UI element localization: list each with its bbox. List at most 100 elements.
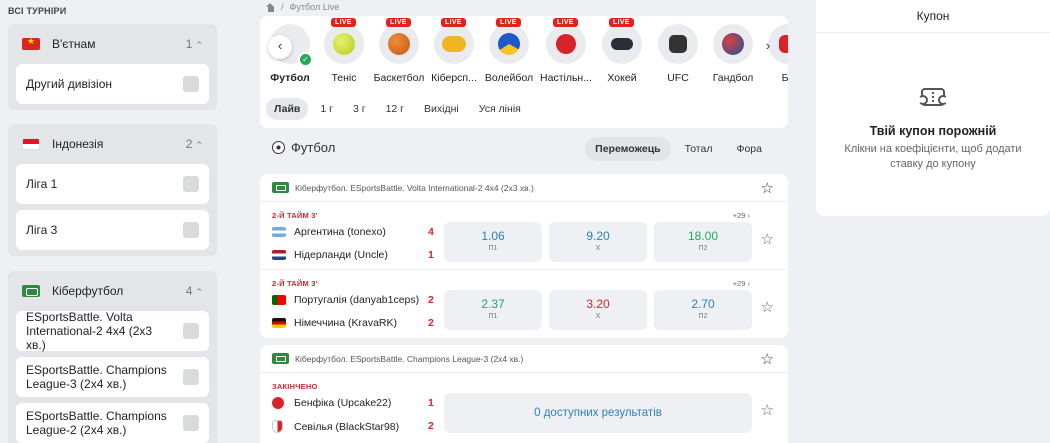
match-period: 2-Й ТАЙМ 3': [272, 211, 318, 220]
tournament-item[interactable]: Ліга 1: [16, 164, 209, 204]
away-score: 1: [428, 249, 434, 261]
check-icon: ✓: [298, 52, 313, 67]
divider: [816, 32, 1050, 33]
sport-hockey[interactable]: LIVE Хокей: [594, 18, 650, 84]
table-tennis-icon: [556, 34, 576, 54]
bet-coupon-panel: Купон Твій купон порожній Клікни на коеф…: [816, 0, 1050, 216]
sport-volleyball[interactable]: LIVE Волейбол: [484, 18, 534, 84]
sport-handball[interactable]: Гандбол: [705, 24, 761, 84]
away-team: Німеччина (KravaRK): [272, 317, 397, 329]
sports-filter-card: LIVE✓ Футбол LIVE Теніс LIVE Баскетбол L…: [260, 16, 788, 128]
tennis-ball-icon: [333, 33, 355, 55]
live-badge: LIVE: [331, 18, 356, 27]
netherlands-flag-icon: [272, 250, 286, 260]
sports-carousel: LIVE✓ Футбол LIVE Теніс LIVE Баскетбол L…: [260, 18, 788, 90]
star-icon[interactable]: ☆: [760, 179, 774, 197]
competition-card: Кіберфутбол. ESportsBattle. Volta Intern…: [260, 174, 788, 338]
group-header[interactable]: В'єтнам 1⌃: [16, 24, 209, 64]
star-icon[interactable]: ☆: [760, 350, 774, 368]
group-count: 2 ⌃: [185, 137, 203, 151]
odd-button-p2[interactable]: 2.70 П2: [654, 290, 752, 330]
competition-card: Кіберфутбол. ESportsBattle. Champions Le…: [260, 345, 788, 443]
odd-button-x[interactable]: 9.20 Х: [549, 222, 647, 262]
more-markets-link[interactable]: +29 ›: [732, 279, 750, 288]
home-icon[interactable]: [266, 2, 275, 12]
home-team: Португалія (danyab1ceps): [272, 294, 419, 306]
odd-button-x[interactable]: 3.20 Х: [549, 290, 647, 330]
home-score: 2: [428, 294, 434, 306]
match-row[interactable]: ЗАКІНЧЕНО Бенфіка (Upcake22) 1 Севілья (…: [260, 373, 788, 443]
tournament-item[interactable]: ESportsBattle. Champions League-2 (2х4 х…: [16, 403, 209, 443]
competition-header[interactable]: Кіберфутбол. ESportsBattle. Champions Le…: [260, 345, 788, 373]
time-filter-1h[interactable]: 1 г: [320, 103, 333, 115]
sport-tennis[interactable]: LIVE Теніс: [316, 18, 372, 84]
chevron-up-icon: ⌃: [195, 287, 203, 297]
tournament-group-cyberfootball: Кіберфутбол 4 ⌃ ESportsBattle. Volta Inte…: [8, 271, 217, 443]
breadcrumb: / Футбол Live: [266, 2, 339, 12]
star-icon[interactable]: ☆: [760, 402, 774, 419]
cyberfootball-icon: [272, 182, 289, 193]
live-badge: LIVE: [553, 18, 578, 27]
tab-total[interactable]: Тотал: [684, 143, 713, 155]
chevron-up-icon: ⌃: [195, 140, 203, 150]
match-row[interactable]: 2-Й ТАЙМ 3' +29 › Аргентина (tonexo) 4 Н…: [260, 202, 788, 270]
cyberfootball-icon: [22, 285, 40, 297]
handball-icon: [722, 33, 744, 55]
checkbox[interactable]: [183, 415, 199, 431]
match-row[interactable]: 2-Й ТАЙМ 3' +29 › Португалія (danyab1cep…: [260, 270, 788, 338]
tournament-item[interactable]: Другий дивізіон: [16, 64, 209, 104]
sidebar-title: ВСІ ТУРНІРИ: [8, 6, 67, 16]
odd-button-p1[interactable]: 2.37 П1: [444, 290, 542, 330]
tournament-item[interactable]: Ліга 3: [16, 210, 209, 250]
group-header[interactable]: Індонезія 2 ⌃: [16, 124, 209, 164]
tournament-item[interactable]: ESportsBattle. Champions League-3 (2х4 х…: [16, 357, 209, 397]
group-name: Індонезія: [52, 137, 104, 151]
checkbox[interactable]: [183, 76, 199, 92]
sport-basketball[interactable]: LIVE Баскетбол: [373, 18, 425, 84]
soccer-ball-icon: [272, 141, 285, 154]
checkbox[interactable]: [183, 222, 199, 238]
sport-table-tennis[interactable]: LIVE Настільн...: [540, 18, 592, 84]
home-team: Аргентина (tonexo): [272, 226, 386, 238]
star-icon[interactable]: ☆: [760, 231, 774, 248]
vietnam-flag-icon: [22, 38, 40, 50]
group-header[interactable]: Кіберфутбол 4 ⌃: [16, 271, 209, 311]
time-filter-3h[interactable]: 3 г: [352, 103, 366, 115]
time-filter-weekend[interactable]: Вихідні: [424, 103, 459, 115]
away-team: Нідерланди (Uncle): [272, 249, 388, 261]
no-results-button[interactable]: 0 доступних результатів: [444, 393, 752, 433]
checkbox[interactable]: [183, 369, 199, 385]
sport-boxing[interactable]: Бо: [760, 24, 788, 84]
tab-handicap[interactable]: Фора: [736, 143, 762, 155]
carousel-prev-button[interactable]: ‹: [268, 35, 292, 59]
time-filter-all[interactable]: Уся лінія: [478, 103, 521, 115]
away-score: 2: [428, 317, 434, 329]
coupon-title: Купон: [916, 9, 950, 23]
tournament-item[interactable]: ESportsBattle. Volta International-2 4х4…: [16, 310, 209, 352]
home-score: 4: [428, 226, 434, 238]
time-filter-12h[interactable]: 12 г: [385, 103, 405, 115]
checkbox[interactable]: [183, 176, 199, 192]
time-filter-live[interactable]: Лайв: [266, 98, 309, 120]
away-score: 2: [428, 420, 434, 432]
odd-button-p2[interactable]: 18.00 П2: [654, 222, 752, 262]
volleyball-icon: [498, 33, 520, 55]
star-icon[interactable]: ☆: [760, 299, 774, 316]
cyberfootball-icon: [272, 353, 289, 364]
more-markets-link[interactable]: +29 ›: [732, 211, 750, 220]
odd-button-p1[interactable]: 1.06 П1: [444, 222, 542, 262]
competition-header[interactable]: Кіберфутбол. ESportsBattle. Volta Intern…: [260, 174, 788, 202]
boxing-glove-icon: [779, 35, 788, 53]
sport-esports[interactable]: LIVE Кіберсп...: [431, 18, 477, 84]
benfica-crest-icon: [272, 397, 284, 409]
group-name: Кіберфутбол: [52, 284, 124, 298]
checkbox[interactable]: [183, 323, 199, 339]
time-filter-row: Лайв 1 г 3 г 12 г Вихідні Уся лінія: [266, 98, 529, 120]
sevilla-crest-icon: [272, 420, 283, 433]
ufc-glove-icon: [669, 35, 687, 53]
sport-ufc[interactable]: UFC: [650, 24, 706, 84]
argentina-flag-icon: [272, 227, 286, 237]
carousel-next-button[interactable]: ›: [765, 38, 771, 53]
group-name: В'єтнам: [52, 37, 96, 51]
tab-winner[interactable]: Переможець: [585, 137, 671, 161]
